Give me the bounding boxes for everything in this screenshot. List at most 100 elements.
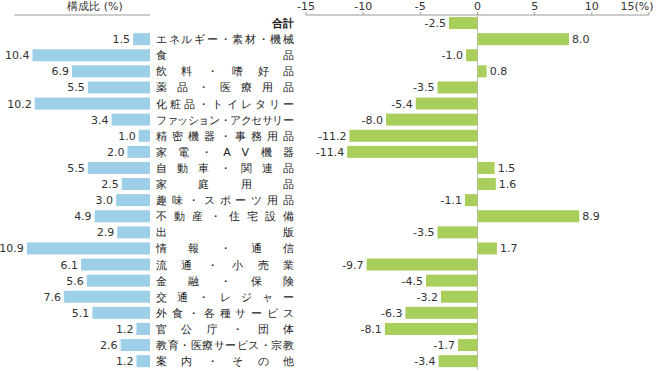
bar: [32, 49, 150, 61]
category-label: 飲料・嗜好品: [156, 65, 294, 78]
bar: [127, 146, 150, 158]
tick-label: 0: [474, 0, 481, 13]
title: 構成比 (%): [67, 0, 123, 13]
bar: [478, 178, 496, 190]
data-label: -11.4: [316, 146, 344, 159]
data-label: -1.7: [434, 339, 455, 352]
bar: [136, 355, 150, 367]
data-label: -8.0: [362, 114, 383, 127]
bar: [35, 98, 150, 110]
category-label: 不動産・住宅設備: [156, 210, 294, 223]
data-label: -8.1: [360, 323, 381, 336]
bar: [349, 130, 477, 142]
bar: [112, 114, 150, 126]
data-label: 2.0: [107, 146, 125, 159]
bar: [64, 291, 150, 303]
bar: [441, 291, 478, 303]
bar: [88, 81, 150, 93]
tick-label: -10: [354, 0, 372, 13]
category-label: 家庭用品: [156, 178, 294, 191]
data-label: 5.1: [72, 307, 90, 320]
tick-label: 10: [585, 0, 599, 13]
bar: [426, 275, 477, 287]
bar: [439, 355, 478, 367]
bar: [466, 49, 477, 61]
category-label: 精密機器・事務用品: [156, 130, 294, 143]
bar: [122, 178, 150, 190]
data-label: 4.9: [74, 210, 92, 223]
chart: 構成比 (%) 1.5 10.4 6.9 5.5 10.2 3.4 1.0 2.0 5.5 2.5 3…: [0, 0, 670, 371]
bar: [437, 81, 477, 93]
bar: [478, 162, 495, 174]
category-label: 化粧品・トイレタリー: [156, 98, 294, 111]
data-label: 1.5: [113, 33, 131, 46]
bar: [121, 339, 150, 351]
bar: [386, 114, 477, 126]
data-label: 1.2: [116, 355, 134, 368]
category-label: 流通・小売業: [156, 259, 294, 272]
bar: [416, 98, 478, 110]
data-label: 10.2: [7, 98, 32, 111]
data-label: -1.1: [440, 194, 461, 207]
category-label: 交通・レジャー: [156, 291, 294, 304]
category-label: 情報・通信: [155, 242, 294, 255]
data-label: 3.0: [96, 194, 114, 207]
bars: [347, 17, 579, 367]
data-label: -5.4: [391, 98, 412, 111]
data-label: 1.6: [499, 178, 517, 191]
tick-label: 15(%): [620, 0, 653, 13]
bar: [87, 275, 150, 287]
category-label: 案内・その他: [156, 355, 294, 368]
data-label: 3.4: [91, 114, 109, 127]
bar: [385, 323, 478, 335]
bar: [139, 130, 150, 142]
data-label: 1.2: [116, 323, 134, 336]
bar: [133, 33, 150, 45]
data-label: -4.5: [402, 275, 423, 288]
bar: [27, 242, 150, 254]
data-label: 5.6: [66, 275, 84, 288]
bar: [81, 259, 150, 271]
data-label: 1.0: [118, 130, 136, 143]
axis-line: [14, 15, 150, 16]
category-label: 合計: [271, 17, 294, 30]
data-label: 2.5: [101, 178, 119, 191]
category-label: 金融・保険: [156, 275, 294, 288]
bar: [136, 323, 150, 335]
category-label: ファッション・アクセサリー: [156, 114, 294, 127]
bar: [117, 226, 150, 238]
data-label: 6.9: [52, 65, 70, 78]
bar: [88, 162, 150, 174]
bar: [95, 210, 150, 222]
category-label: エネルギー・素材・機械: [156, 33, 294, 46]
data-label: -3.5: [413, 226, 434, 239]
bar: [478, 210, 580, 222]
data-label: -3.2: [416, 291, 437, 304]
bar: [347, 146, 477, 158]
data-label: 6.1: [61, 259, 79, 272]
data-label: 0.8: [490, 65, 508, 78]
bar: [367, 259, 478, 271]
bar: [116, 194, 150, 206]
bar: [92, 307, 150, 319]
bar: [72, 65, 150, 77]
bar: [478, 242, 497, 254]
tick-label: -15: [297, 0, 315, 13]
data-label: 10.9: [0, 242, 24, 255]
data-label: 10.4: [5, 49, 30, 62]
data-label: 7.6: [44, 291, 62, 304]
data-label: 2.6: [100, 339, 118, 352]
category-label: 官公庁・団体: [156, 323, 294, 336]
data-label: 5.5: [67, 162, 85, 175]
bar: [449, 17, 478, 29]
data-label: 5.5: [67, 81, 85, 94]
data-label: 8.9: [582, 210, 600, 223]
category-label: 趣味・スポーツ用品: [156, 194, 294, 207]
data-label: -3.5: [413, 81, 434, 94]
data-label: -9.7: [342, 259, 363, 272]
data-label: -2.5: [424, 17, 445, 30]
category-label: 教育・医療サービス・宗教: [156, 339, 294, 352]
data-label: -3.4: [414, 355, 435, 368]
bar: [478, 33, 569, 45]
bar: [465, 194, 478, 206]
